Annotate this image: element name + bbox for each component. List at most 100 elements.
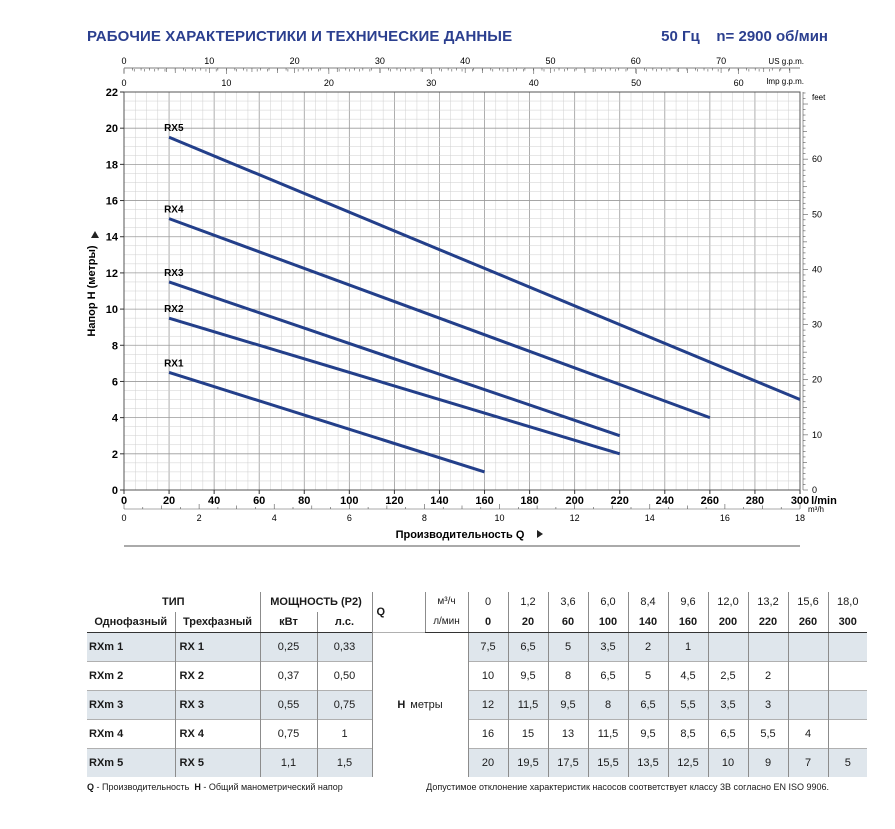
q-m3h-6: 12,0: [707, 592, 748, 612]
q-lmin-6: 200: [707, 612, 748, 633]
head-value: 6,5: [707, 719, 748, 749]
q-lmin-5: 160: [667, 612, 708, 633]
x-tick-label: 20: [163, 495, 175, 507]
head-value: 2: [627, 632, 668, 662]
y-tick-label: 0: [112, 485, 118, 497]
head-value: 11,5: [507, 690, 548, 720]
x-tick-label: 220: [611, 495, 629, 507]
single-phase-model: RXm 3: [87, 690, 175, 720]
head-value: 2: [747, 661, 788, 691]
head-value: 12: [467, 690, 508, 720]
head-value: 3,5: [707, 690, 748, 720]
hp-header: л.с.: [316, 612, 372, 633]
head-value: 9: [747, 748, 788, 777]
performance-table: ТИП МОЩНОСТЬ (P2) Q м³/ч 0 1,2 3,6 6,0 8…: [87, 592, 867, 777]
frequency-speed-label: 50 Гц n= 2900 об/мин: [661, 28, 828, 45]
head-value: 13,5: [627, 748, 668, 777]
us-gpm-tick-label: 20: [290, 56, 300, 66]
power-hp: 0,50: [316, 661, 372, 691]
q-m3h-2: 3,6: [547, 592, 588, 612]
q-lmin-8: 260: [787, 612, 828, 633]
us-gpm-tick-label: 60: [631, 56, 641, 66]
y-tick-label: 16: [106, 196, 118, 208]
head-value: 16: [467, 719, 508, 749]
head-value: 5,5: [747, 719, 788, 749]
footer-legend: Q - Производительность H - Общий маномет…: [87, 782, 343, 792]
x-axis-title: Производительность Q: [396, 529, 525, 541]
series-line-rx4: [168, 217, 711, 420]
head-value: [787, 632, 828, 662]
three-phase-model: RX 3: [174, 690, 260, 720]
x-tick-label: 120: [385, 495, 403, 507]
page-title: РАБОЧИЕ ХАРАКТЕРИСТИКИ И ТЕХНИЧЕСКИЕ ДАН…: [87, 28, 513, 45]
feet-tick-label: 50: [812, 209, 822, 219]
head-value: [707, 632, 748, 662]
m3h-tick-label: 2: [197, 513, 202, 523]
power-kw: 0,55: [259, 690, 317, 720]
footer-q-text: - Производительность: [94, 782, 195, 792]
us-gpm-tick-label: 10: [204, 56, 214, 66]
power-hp: 1,5: [316, 748, 372, 777]
m3h-tick-label: 16: [720, 513, 730, 523]
head-value: 5: [827, 748, 867, 777]
power-hp: 1: [316, 719, 372, 749]
table-row: RXm 2 RX 2 0,37 0,50 10 9,5 8 6,5 5 4,5 2,5 2: [87, 661, 867, 691]
x-tick-label: 260: [701, 495, 719, 507]
series-label: RX4: [164, 205, 184, 216]
imp-gpm-tick-label: 20: [324, 78, 334, 88]
unit-m3h: м³/ч: [424, 592, 468, 612]
head-value: 5: [627, 661, 668, 691]
table-row: RXm 3 RX 3 0,55 0,75 12 11,5 9,5 8 6,5 5,5 3,5 3: [87, 690, 867, 720]
x-tick-label: 80: [298, 495, 310, 507]
x-tick-label: 240: [656, 495, 674, 507]
head-value: 1: [667, 632, 708, 662]
head-value: 3: [747, 690, 788, 720]
three-phase-model: RX 4: [174, 719, 260, 749]
series-line-rx3: [168, 280, 621, 438]
m3h-unit-label: m³/h: [808, 505, 824, 514]
q-symbol: Q: [371, 592, 425, 633]
head-value: 4,5: [667, 661, 708, 691]
imp-gpm-tick-label: 0: [121, 78, 126, 88]
q-label: Q: [376, 606, 386, 618]
feet-tick-label: 10: [812, 430, 822, 440]
q-m3h-5: 9,6: [667, 592, 708, 612]
series-label: RX5: [164, 123, 184, 134]
power-hp: 0,33: [316, 632, 372, 662]
m3h-tick-label: 4: [272, 513, 277, 523]
series-label: RX2: [164, 304, 184, 315]
y-tick-label: 10: [106, 304, 118, 316]
footer-tolerance-note: Допустимое отклонение характеристик насо…: [426, 782, 829, 792]
feet-tick-label: 40: [812, 264, 822, 274]
head-value: 8,5: [667, 719, 708, 749]
q-m3h-4: 8,4: [627, 592, 668, 612]
x-tick-label: 0: [121, 495, 127, 507]
imp-gpm-tick-label: 50: [631, 78, 641, 88]
power-header: МОЩНОСТЬ (P2): [259, 592, 372, 612]
footer-h-text: - Общий манометрический напор: [200, 782, 343, 792]
q-lmin-0: 0: [467, 612, 508, 633]
imp-gpm-tick-label: 10: [221, 78, 231, 88]
us-gpm-unit-label: US g.p.m.: [768, 57, 804, 66]
feet-unit-label: feet: [812, 93, 826, 102]
q-lmin-7: 220: [747, 612, 788, 633]
x-tick-label: 180: [520, 495, 538, 507]
imp-gpm-unit-label: Imp g.p.m.: [766, 77, 804, 86]
plot-frame: [123, 91, 801, 491]
m3h-tick-label: 14: [645, 513, 655, 523]
q-m3h-3: 6,0: [587, 592, 628, 612]
head-value: 2,5: [707, 661, 748, 691]
head-value: 9,5: [547, 690, 588, 720]
us-gpm-tick-label: 0: [121, 56, 126, 66]
table-row: RXm 5 RX 5 1,1 1,5 20 19,5 17,5 15,5 13,5 12,5 10 9…: [87, 748, 867, 777]
head-value: 17,5: [547, 748, 588, 777]
series-label: RX1: [164, 358, 184, 369]
head-value: 8: [587, 690, 628, 720]
y-tick-label: 14: [106, 232, 119, 244]
x-tick-label: 60: [253, 495, 265, 507]
power-kw: 1,1: [259, 748, 317, 777]
head-value: [787, 690, 828, 720]
power-hp: 0,75: [316, 690, 372, 720]
head-value: [787, 661, 828, 691]
series-line-rx2: [168, 316, 621, 456]
